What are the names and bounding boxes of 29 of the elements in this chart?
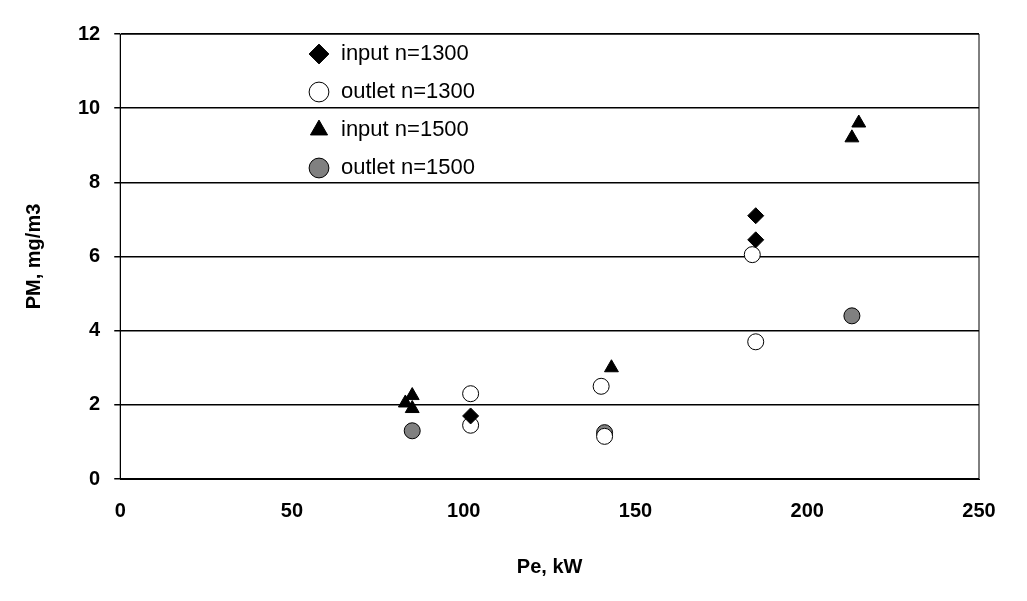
y-tick-label: 8	[89, 169, 101, 192]
x-tick-label: 250	[962, 498, 996, 521]
y-axis-title: PM, mg/m3	[21, 203, 44, 310]
legend-label: outlet n=1500	[341, 154, 475, 180]
legend-label: outlet n=1300	[341, 78, 475, 104]
point	[843, 307, 861, 325]
legend-label: input n=1500	[341, 116, 469, 142]
y-tick-label: 0	[89, 466, 101, 489]
y-tick-label: 10	[78, 95, 101, 118]
y-tick-label: 4	[89, 318, 102, 341]
point	[747, 207, 765, 225]
x-tick-label: 100	[447, 498, 481, 521]
y-tick-label: 6	[89, 244, 101, 267]
x-tick-label: 150	[618, 498, 653, 521]
point	[404, 387, 420, 401]
x-axis-title: Pe, kW	[516, 554, 583, 577]
y-tick-label: 12	[78, 21, 101, 44]
x-tick-label: 200	[790, 498, 824, 521]
x-tick-label: 0	[114, 498, 126, 521]
y-tick-label: 2	[89, 392, 101, 415]
point	[851, 114, 867, 128]
point	[844, 129, 860, 143]
point	[403, 422, 421, 440]
point	[747, 231, 765, 249]
legend-label: input n=1300	[341, 40, 469, 66]
x-tick-label: 50	[280, 498, 304, 521]
point	[404, 400, 420, 414]
point	[604, 359, 619, 373]
point	[462, 407, 480, 425]
